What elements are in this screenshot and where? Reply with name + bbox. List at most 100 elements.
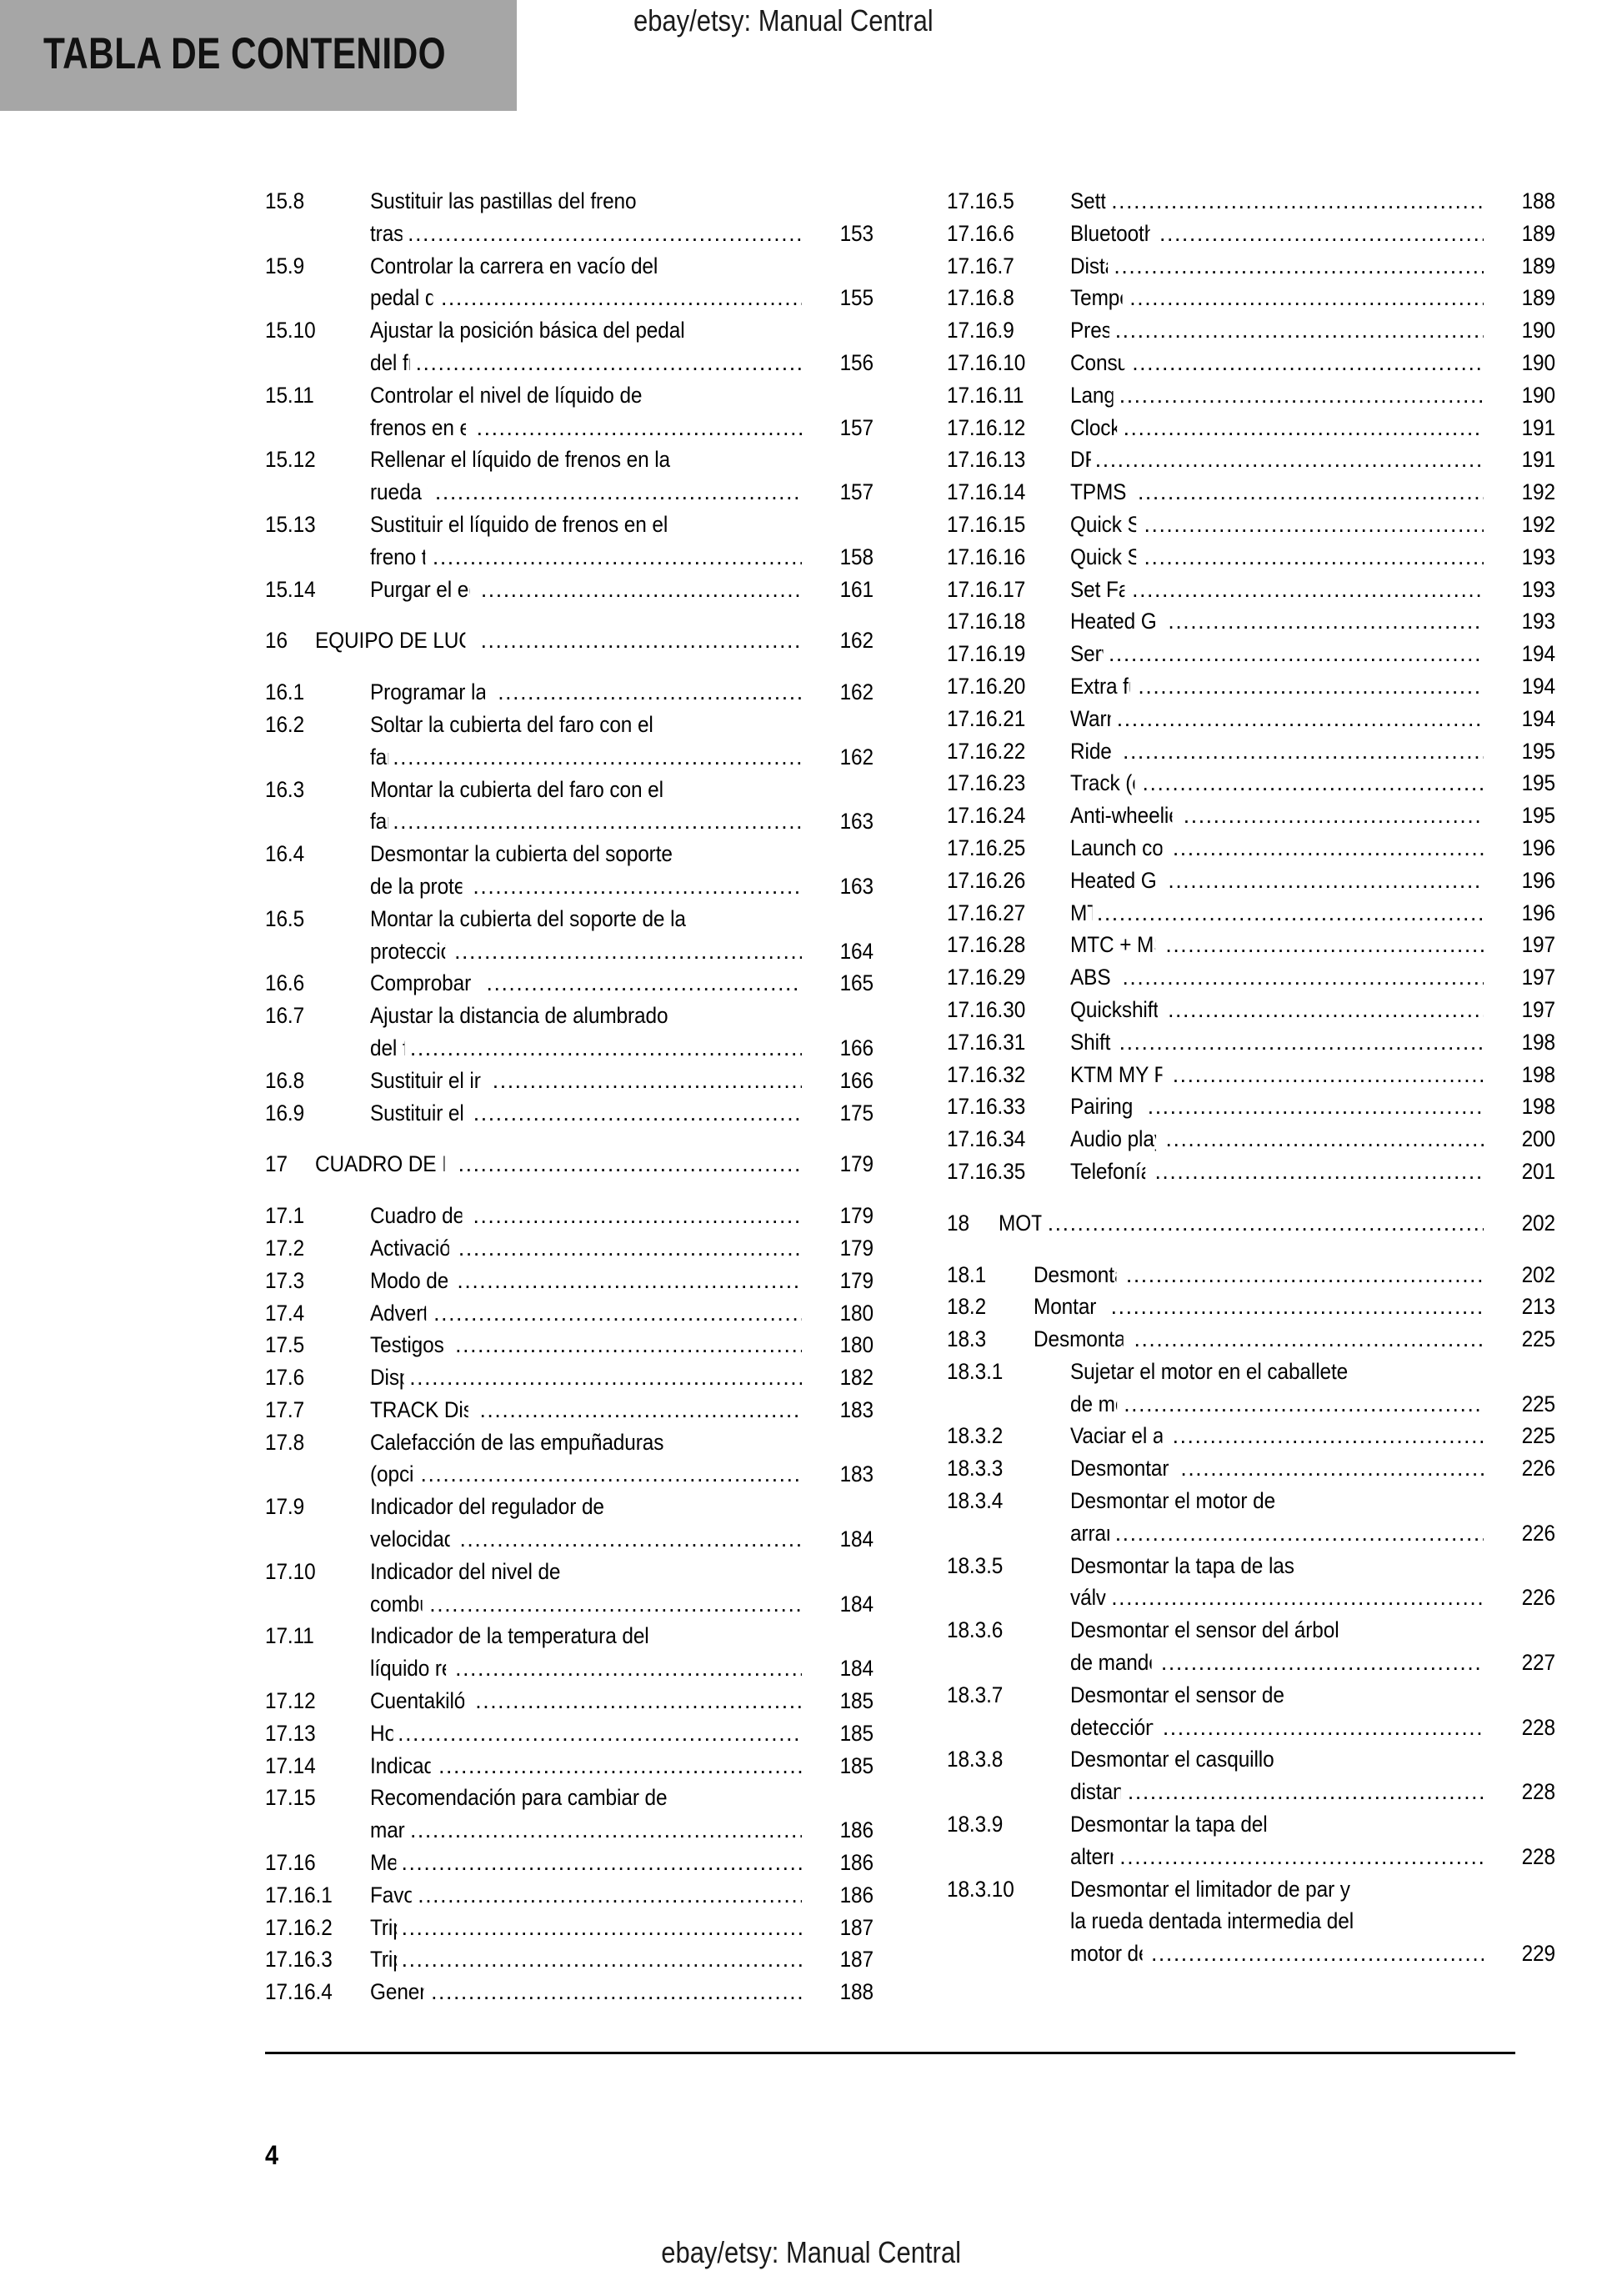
toc-entry-title-text: motor de arranque bbox=[1070, 1941, 1142, 1967]
toc-entry-row[interactable]: 15.14 Purgar el equipo de frenos 161 bbox=[265, 574, 874, 606]
toc-entry-number: 17.16.2 bbox=[265, 1914, 333, 1940]
toc-entry-row[interactable]: 17.16.22 Ride Mode 195 bbox=[947, 735, 1555, 768]
toc-entry-row[interactable]: 17.16.6 Bluetooth® (opcional) 189 bbox=[947, 218, 1555, 250]
toc-chapter-row[interactable]: 18 MOTOR 202 bbox=[947, 1207, 1555, 1240]
toc-entry-row[interactable]: 17.16.14 TPMS warning 192 bbox=[947, 476, 1555, 509]
toc-entry-row[interactable]: 17.16.30 Quickshifter+ (opcional) 197 bbox=[947, 994, 1555, 1026]
toc-entry-row[interactable]: 17.16 Menú 186 bbox=[265, 1847, 874, 1879]
toc-entry-row[interactable]: 15.10 Ajustar la posición básica del peda… bbox=[265, 314, 874, 379]
toc-entry-row[interactable]: 15.9 Controlar la carrera en vacío del ped… bbox=[265, 250, 874, 315]
toc-dot-leader bbox=[395, 1717, 802, 1750]
toc-entry-row[interactable]: 17.16.34 Audio player (opcional) 200 bbox=[947, 1123, 1555, 1156]
toc-chapter-row[interactable]: 17 CUADRO DE INSTRUMENTOS 179 bbox=[265, 1148, 874, 1181]
toc-entry-row[interactable]: 17.16.27 MTC 196 bbox=[947, 897, 1555, 930]
toc-entry-row[interactable]: 18.2 Montar el motor 213 bbox=[947, 1291, 1555, 1323]
toc-entry-row[interactable]: 16.4 Desmontar la cubierta del soporte de … bbox=[265, 838, 874, 903]
toc-entry-row[interactable]: 17.16.16 Quick Selector 2 193 bbox=[947, 541, 1555, 574]
toc-entry-row[interactable]: 16.8 Sustituir el intermitente trasero 166 bbox=[265, 1065, 874, 1097]
toc-entry-row[interactable]: 18.3.6 Desmontar el sensor del árbol de ma… bbox=[947, 1614, 1555, 1679]
toc-entry-row[interactable]: 18.3.7 Desmontar el sensor de detección de… bbox=[947, 1679, 1555, 1744]
toc-entry-row[interactable]: 17.7 TRACK Display (opcional) 183 bbox=[265, 1394, 874, 1426]
toc-entry-row[interactable]: 16.5 Montar la cubierta del soporte de la… bbox=[265, 903, 874, 968]
toc-entry-row[interactable]: 17.14 Indicador ABS 185 bbox=[265, 1750, 874, 1782]
toc-entry-row[interactable]: 17.5 Testigos de control 180 bbox=[265, 1329, 874, 1361]
toc-entry-row[interactable]: 17.16.9 Pressure 190 bbox=[947, 314, 1555, 347]
toc-entry-row[interactable]: 15.11 Controlar el nivel de líquido de fre… bbox=[265, 379, 874, 444]
toc-entry-row[interactable]: 17.16.23 Track (opcional) 195 bbox=[947, 767, 1555, 800]
toc-entry-row[interactable]: 16.3 Montar la cubierta del faro con el fa… bbox=[265, 774, 874, 839]
toc-entry-row[interactable]: 18.1 Desmontar el motor 202 bbox=[947, 1259, 1555, 1291]
toc-entry-row[interactable]: 17.16.29 ABS Mode 197 bbox=[947, 961, 1555, 994]
toc-entry-row[interactable]: 17.16.18 Heated Grips (opcional) 193 bbox=[947, 605, 1555, 638]
toc-entry-row[interactable]: 16.1 Programar la llave de encendido 162 bbox=[265, 676, 874, 709]
toc-entry-row[interactable]: 16.2 Soltar la cubierta del faro con el fa… bbox=[265, 709, 874, 774]
toc-entry-row[interactable]: 17.16.15 Quick Selector 1 192 bbox=[947, 509, 1555, 541]
toc-entry-number: 18.3.7 bbox=[947, 1682, 1004, 1707]
toc-entry-row[interactable]: 18.3.2 Vaciar el aceite del motor 225 bbox=[947, 1420, 1555, 1452]
toc-entry-row[interactable]: 18.3.10 Desmontar el limitador de par y la… bbox=[947, 1873, 1555, 1970]
toc-entry-row[interactable]: 17.16.24 Anti-wheelie mode (opcional) 195 bbox=[947, 800, 1555, 832]
toc-entry-row[interactable]: 17.4 Advertencias 180 bbox=[265, 1297, 874, 1330]
toc-entry-title-lastline: arranque 226 bbox=[1070, 1517, 1555, 1550]
toc-entry-row[interactable]: 18.3 Desmontaje del motor 225 bbox=[947, 1323, 1555, 1356]
toc-entry-title-lastline: válvulas 226 bbox=[1070, 1582, 1555, 1614]
toc-entry-title-block: Soltar la cubierta del faro con el faro 16… bbox=[370, 709, 874, 774]
toc-entry-page: 166 bbox=[839, 1067, 874, 1093]
toc-entry-row[interactable]: 18.3.8 Desmontar el casquillo distanciador… bbox=[947, 1743, 1555, 1808]
toc-entry-row[interactable]: 17.6 Display 182 bbox=[265, 1361, 874, 1394]
toc-entry-row[interactable]: 15.13 Sustituir el líquido de frenos en e… bbox=[265, 509, 874, 574]
toc-dot-leader bbox=[431, 1297, 802, 1330]
toc-entry-row[interactable]: 17.16.2 Trip 1 187 bbox=[265, 1912, 874, 1944]
toc-entry-row[interactable]: 15.8 Sustituir las pastillas del freno tra… bbox=[265, 185, 874, 250]
toc-entry-row[interactable]: 17.16.20 Extra functions 194 bbox=[947, 670, 1555, 703]
toc-entry-row[interactable]: 17.16.13 DRL 191 bbox=[947, 444, 1555, 476]
toc-entry-row[interactable]: 17.2 Activación y prueba 179 bbox=[265, 1232, 874, 1265]
toc-entry-row[interactable]: 17.16.17 Set Favorites 193 bbox=[947, 574, 1555, 606]
toc-entry-title-block: Desmontar el filtro de aceite 226 bbox=[1070, 1452, 1555, 1485]
toc-entry-row[interactable]: 17.16.1 Favorites 186 bbox=[265, 1879, 874, 1912]
toc-chapter-row[interactable]: 16 EQUIPO DE LUCES, INSTRUMENTOS 162 bbox=[265, 624, 874, 657]
toc-entry-row[interactable]: 17.16.7 Distance 189 bbox=[947, 250, 1555, 283]
toc-entry-row[interactable]: 17.16.19 Service 194 bbox=[947, 638, 1555, 670]
toc-entry-row[interactable]: 18.3.9 Desmontar la tapa del alternador 228 bbox=[947, 1808, 1555, 1873]
toc-entry-row[interactable]: 17.16.32 KTM MY RIDE (opcional) 198 bbox=[947, 1059, 1555, 1091]
toc-dot-leader bbox=[457, 1523, 802, 1556]
toc-entry-row[interactable]: 16.7 Ajustar la distancia de alumbrado del… bbox=[265, 1000, 874, 1065]
toc-entry-row[interactable]: 17.16.33 Pairing (opcional) 198 bbox=[947, 1090, 1555, 1123]
toc-entry-row[interactable]: 17.10 Indicador del nivel de combustible 18… bbox=[265, 1556, 874, 1621]
toc-entry-row[interactable]: 17.16.26 Heated Grips (opcional) 196 bbox=[947, 865, 1555, 897]
toc-entry-row[interactable]: 17.16.25 Launch control (opcional) 196 bbox=[947, 832, 1555, 865]
toc-entry-row[interactable]: 15.12 Rellenar el líquido de frenos en la… bbox=[265, 444, 874, 509]
toc-entry-row[interactable]: 16.9 Sustituir el piloto trasero 175 bbox=[265, 1097, 874, 1130]
toc-entry-row[interactable]: 17.12 Cuentakilómetros parcial 185 bbox=[265, 1685, 874, 1717]
toc-entry-title-lastline: KTM MY RIDE (opcional) 198 bbox=[1070, 1059, 1555, 1091]
toc-entry-row[interactable]: 17.16.5 Settings 188 bbox=[947, 185, 1555, 218]
toc-entry-row[interactable]: 17.16.11 Language 190 bbox=[947, 379, 1555, 412]
toc-entry-row[interactable]: 17.16.10 Consumption 190 bbox=[947, 347, 1555, 379]
toc-entry-row[interactable]: 17.16.35 Telefonía (opcional) 201 bbox=[947, 1156, 1555, 1188]
toc-entry-title-block: Set Favorites 193 bbox=[1070, 574, 1555, 606]
toc-entry-row[interactable]: 16.6 Comprobar el ajuste del faro 165 bbox=[265, 967, 874, 1000]
toc-entry-row[interactable]: 17.3 Modo de día/noche 179 bbox=[265, 1265, 874, 1297]
toc-entry-row[interactable]: 17.16.31 Shift Light 198 bbox=[947, 1026, 1555, 1059]
toc-entry-row[interactable]: 17.11 Indicador de la temperatura del líqu… bbox=[265, 1620, 874, 1685]
toc-entry-row[interactable]: 17.8 Calefacción de las empuñaduras (opcio… bbox=[265, 1426, 874, 1491]
toc-entry-row[interactable]: 17.16.4 General Info 188 bbox=[265, 1976, 874, 2008]
toc-entry-row[interactable]: 17.16.28 MTC + MSR (opcional) 197 bbox=[947, 929, 1555, 961]
toc-entry-row[interactable]: 17.1 Cuadro de instrumentos 179 bbox=[265, 1200, 874, 1232]
toc-entry-row[interactable]: 18.3.5 Desmontar la tapa de las válvulas 22… bbox=[947, 1550, 1555, 1615]
toc-entry-title-lastline: Warnings 194 bbox=[1070, 703, 1555, 735]
toc-dot-leader bbox=[478, 574, 802, 606]
toc-entry-row[interactable]: 17.16.21 Warnings 194 bbox=[947, 703, 1555, 735]
toc-entry-title-line: Ajustar la posición básica del pedal bbox=[370, 318, 685, 343]
toc-entry-row[interactable]: 18.3.1 Sujetar el motor en el caballete de… bbox=[947, 1356, 1555, 1421]
toc-entry-row[interactable]: 17.16.8 Temperature 189 bbox=[947, 282, 1555, 314]
toc-entry-row[interactable]: 17.15 Recomendación para cambiar de marcha… bbox=[265, 1782, 874, 1847]
toc-entry-row[interactable]: 18.3.4 Desmontar el motor de arranque 226 bbox=[947, 1485, 1555, 1550]
toc-entry-row[interactable]: 17.16.3 Trip 2 187 bbox=[265, 1943, 874, 1976]
toc-dot-leader bbox=[1178, 1452, 1484, 1485]
toc-entry-row[interactable]: 18.3.3 Desmontar el filtro de aceite 226 bbox=[947, 1452, 1555, 1485]
toc-entry-row[interactable]: 17.16.12 Clock/Date 191 bbox=[947, 412, 1555, 444]
toc-entry-row[interactable]: 17.13 Hora 185 bbox=[265, 1717, 874, 1750]
toc-entry-row[interactable]: 17.9 Indicador del regulador de velocidad … bbox=[265, 1491, 874, 1556]
